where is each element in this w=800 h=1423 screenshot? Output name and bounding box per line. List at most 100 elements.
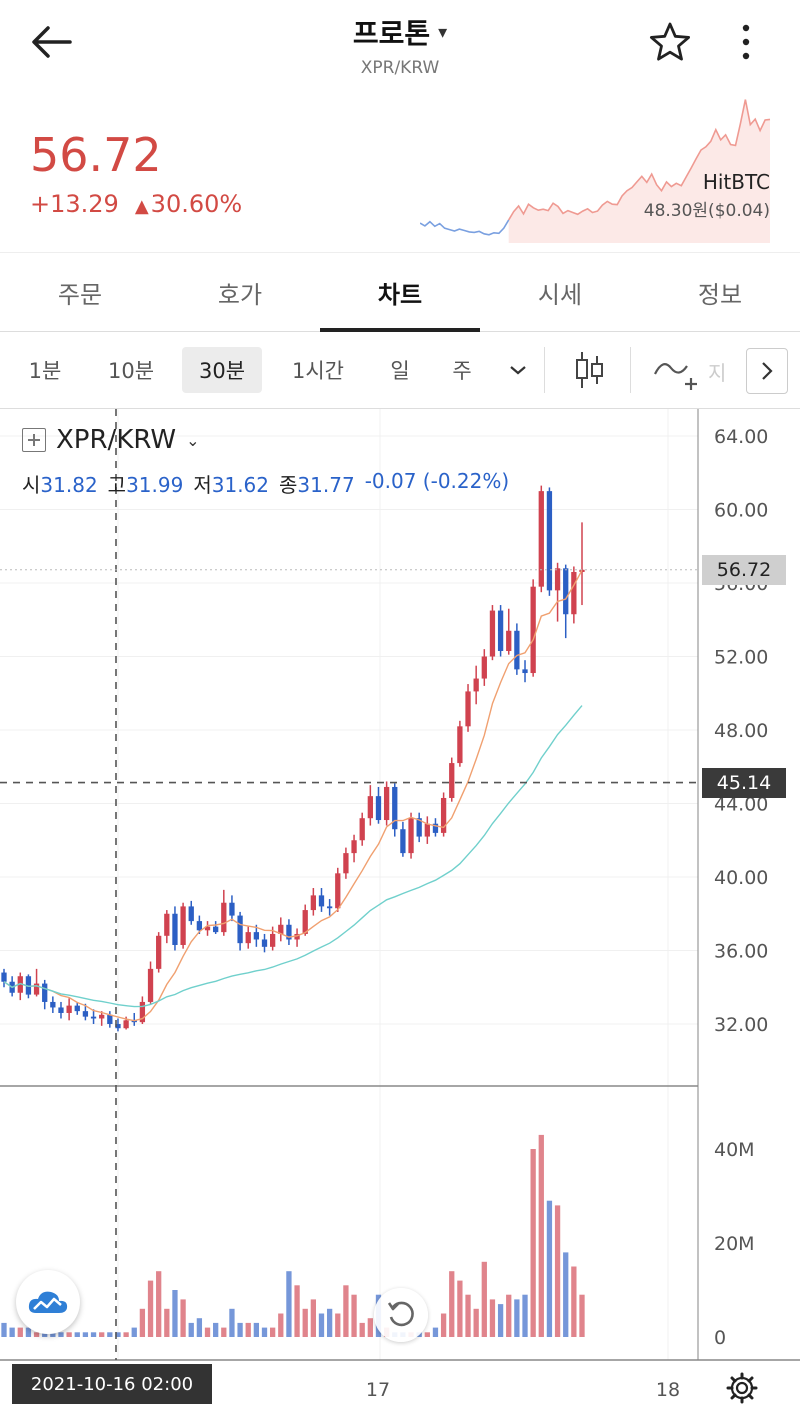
sparkline-area <box>508 99 770 243</box>
close-value: 31.77 <box>297 473 355 497</box>
volume-bar <box>351 1294 357 1337</box>
candle-body <box>538 491 544 587</box>
candle-body <box>522 669 528 674</box>
volume-bar <box>294 1285 300 1337</box>
divider <box>630 347 631 393</box>
candle-body <box>514 630 520 670</box>
volume-bar <box>172 1290 178 1337</box>
interval-bar: 1분 10분 30분 1시간 일 주 지 <box>0 333 800 409</box>
interval-more-button[interactable] <box>500 349 536 391</box>
volume-bar <box>335 1313 341 1337</box>
open-label: 시 <box>22 473 41 497</box>
candle-body <box>343 853 349 874</box>
volume-bar <box>237 1322 243 1337</box>
price-axis-label: 48.00 <box>714 720 768 742</box>
candle-body <box>440 797 447 833</box>
ohlc-change: -0.07 (-0.22%) <box>364 469 510 493</box>
favorite-button[interactable] <box>644 18 696 66</box>
change-percent-group: ▲30.60% <box>135 190 242 218</box>
close-label: 종 <box>279 473 298 497</box>
candle-body <box>424 823 430 837</box>
volume-bar <box>302 1308 308 1337</box>
volume-bar <box>343 1285 349 1337</box>
reset-zoom-button[interactable] <box>374 1288 428 1342</box>
volume-bar <box>449 1271 455 1337</box>
expand-plus-icon[interactable] <box>22 428 46 452</box>
back-arrow-icon <box>32 26 72 58</box>
interval-30min[interactable]: 30분 <box>182 347 262 393</box>
candle-body <box>204 926 211 931</box>
candle-body <box>229 902 235 916</box>
open-value: 31.82 <box>40 473 98 497</box>
tab-info[interactable]: 정보 <box>697 280 743 309</box>
candle-body <box>554 568 561 591</box>
candle-body <box>400 829 406 854</box>
volume-bar <box>156 1271 162 1337</box>
tab-orderbook[interactable]: 호가 <box>217 280 263 309</box>
ohlc-readout: 시31.82 고31.99 저31.62 종31.77 -0.07 (-0.22… <box>22 469 509 498</box>
current-price: 56.72 <box>30 128 162 182</box>
price-axis-label: 40.00 <box>714 867 768 889</box>
interval-10min[interactable]: 10분 <box>107 359 155 383</box>
volume-bar <box>33 1332 40 1337</box>
candle-body <box>432 823 439 833</box>
coin-name: 프로톤 <box>352 17 431 50</box>
candle-body <box>310 895 316 911</box>
add-indicator-button[interactable] <box>650 347 704 393</box>
chart-style-fab[interactable] <box>16 1270 80 1334</box>
ohlc-high: 고31.99 <box>108 469 184 498</box>
candle-body <box>530 586 536 674</box>
candle-body <box>164 913 170 936</box>
candle-body <box>196 921 203 931</box>
crosshair-price-tag: 45.14 <box>702 767 786 798</box>
tab-chart[interactable]: 차트 <box>320 253 480 332</box>
candle-body <box>383 786 390 821</box>
up-triangle-icon: ▲ <box>134 196 149 217</box>
ohlc-open: 시31.82 <box>22 469 98 498</box>
chart-settings-button[interactable] <box>720 1366 764 1410</box>
volume-bar <box>50 1332 56 1337</box>
coin-title-dropdown[interactable]: 프로톤 ▾ <box>353 12 447 52</box>
volume-bar <box>440 1313 447 1337</box>
candle-body <box>90 1016 97 1019</box>
volume-bar <box>221 1327 227 1337</box>
tab-order[interactable]: 주문 <box>57 280 103 309</box>
high-label: 고 <box>107 473 127 497</box>
candle-body <box>42 983 48 1002</box>
tab-market-price[interactable]: 시세 <box>537 280 583 309</box>
chevron-down-icon <box>510 366 526 375</box>
time-axis-label: 18 <box>656 1379 680 1401</box>
interval-day[interactable]: 일 <box>390 359 410 383</box>
more-vertical-icon <box>742 24 750 60</box>
ma-long-line <box>3 705 583 1008</box>
volume-bar <box>506 1294 512 1337</box>
volume-bar <box>9 1327 15 1337</box>
volume-bar <box>1 1322 7 1337</box>
candlestick-chart[interactable]: 64.0060.0056.0052.0048.0044.0040.0036.00… <box>0 409 800 1423</box>
candle-body <box>465 691 471 727</box>
more-options-button[interactable] <box>724 18 768 66</box>
candle-body <box>139 1001 146 1023</box>
interval-1min[interactable]: 1분 <box>28 359 62 383</box>
price-axis-label: 60.00 <box>714 500 768 522</box>
scroll-right-button[interactable] <box>746 348 788 394</box>
interval-1hour[interactable]: 1시간 <box>291 359 344 383</box>
back-button[interactable] <box>24 18 80 66</box>
candle-body <box>335 873 341 909</box>
volume-bar <box>530 1149 536 1337</box>
high-value: 31.99 <box>126 473 184 497</box>
candle-body <box>326 906 333 909</box>
volume-bar <box>139 1308 146 1337</box>
interval-week[interactable]: 주 <box>452 359 472 383</box>
volume-bar <box>571 1266 577 1337</box>
candle-body <box>25 976 32 995</box>
volume-bar <box>554 1205 561 1337</box>
candle-body <box>115 1024 121 1029</box>
crosshair-date-tag: 2021-10-16 02:00 <box>12 1364 212 1404</box>
symbol-selector[interactable]: XPR/KRW <box>56 425 177 455</box>
candle-body <box>351 840 357 854</box>
chart-type-button[interactable] <box>564 347 614 393</box>
exchange-price: 48.30원($0.04) <box>643 201 770 221</box>
candle-body <box>237 915 243 944</box>
